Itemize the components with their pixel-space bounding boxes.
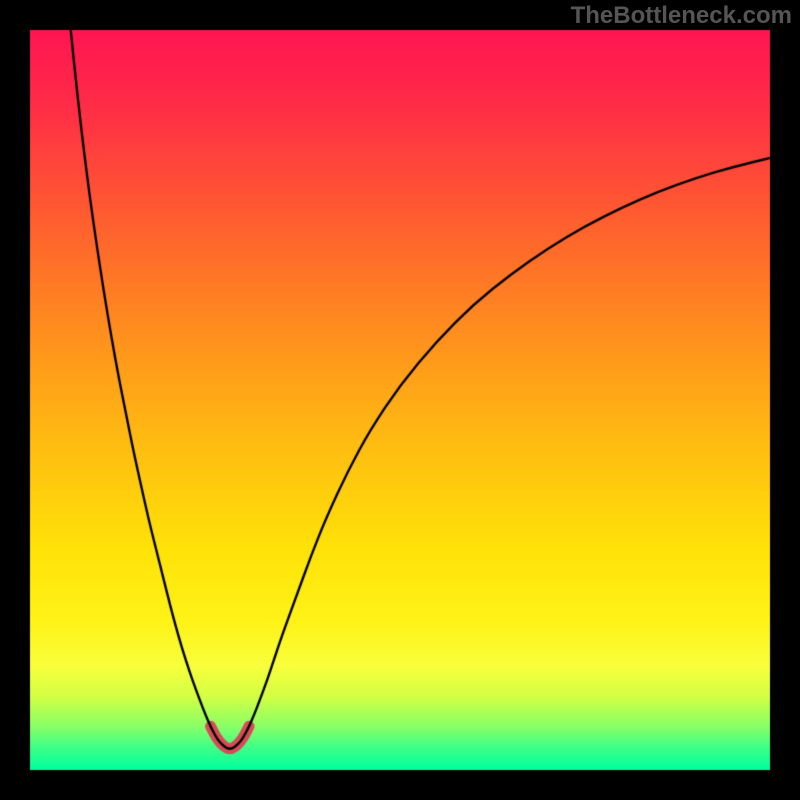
bottleneck-curve-canvas <box>0 0 800 800</box>
chart-container: TheBottleneck.com <box>0 0 800 800</box>
